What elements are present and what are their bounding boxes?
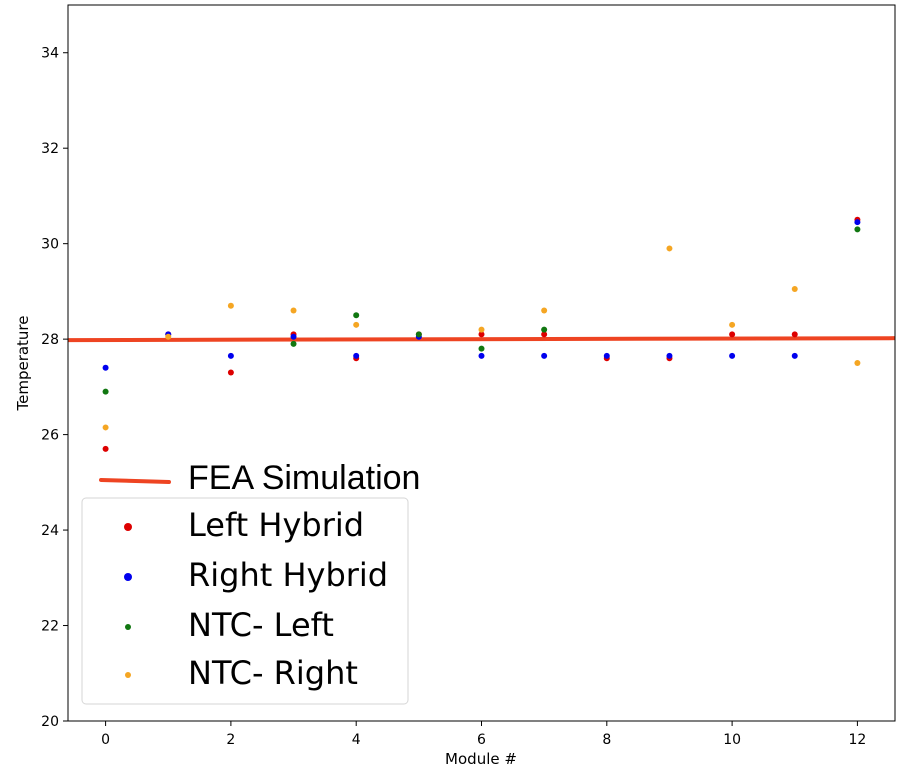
point-ntc-left	[415, 331, 422, 338]
legend-marker-right-hybrid	[124, 573, 132, 581]
x-axis-label: Module #	[445, 750, 517, 768]
point-right-hybrid	[102, 364, 109, 371]
y-tick-label: 32	[41, 141, 59, 157]
point-ntc-left	[353, 312, 360, 319]
point-ntc-left	[478, 345, 485, 352]
y-tick-label: 30	[41, 237, 59, 253]
x-tick-label: 4	[352, 732, 361, 748]
point-ntc-right	[854, 360, 861, 366]
legend-label-ntc-left: NTC- Left	[188, 606, 334, 644]
point-right-hybrid	[666, 352, 673, 359]
x-tick-label: 0	[101, 732, 110, 748]
y-tick-label: 26	[41, 428, 59, 444]
y-tick-label: 28	[41, 332, 59, 348]
point-ntc-right	[541, 307, 548, 314]
point-ntc-left	[854, 226, 861, 233]
x-tick-label: 8	[602, 732, 611, 748]
point-left-hybrid	[729, 331, 736, 338]
legend-marker-ntc-right	[125, 672, 131, 678]
legend-box	[81, 497, 409, 705]
point-right-hybrid	[791, 352, 798, 359]
plot-area	[67, 216, 896, 452]
point-ntc-right	[227, 302, 234, 309]
y-tick-label: 22	[41, 619, 59, 635]
point-ntc-right	[666, 245, 673, 252]
legend-marker-left-hybrid	[124, 523, 132, 531]
point-left-hybrid	[102, 445, 109, 452]
point-ntc-right	[791, 286, 798, 293]
legend-label-fea-simulation: FEA Simulation	[188, 459, 420, 497]
point-ntc-right	[165, 333, 172, 340]
fea-simulation-line	[67, 336, 896, 343]
point-ntc-right	[290, 307, 297, 314]
point-right-hybrid	[729, 352, 736, 359]
point-ntc-right	[353, 321, 360, 328]
y-axis-label: Temperature	[14, 315, 32, 411]
legend-line-fea-simulation	[99, 478, 171, 484]
point-ntc-left	[290, 340, 297, 347]
x-tick-label: 6	[477, 732, 486, 748]
point-ntc-left	[102, 388, 109, 395]
point-ntc-left	[541, 326, 548, 333]
y-axis: 20 22 24 26 28 30 32 34	[41, 46, 68, 730]
legend-label-ntc-right: NTC- Right	[188, 654, 358, 692]
x-tick-label: 2	[226, 732, 235, 748]
point-ntc-right	[478, 326, 485, 333]
point-right-hybrid	[854, 219, 861, 226]
point-right-hybrid	[227, 352, 234, 359]
point-left-hybrid	[478, 331, 485, 338]
point-ntc-right	[729, 321, 736, 328]
x-axis: 0 2 4 6 8 10 12	[101, 721, 866, 748]
point-right-hybrid	[603, 352, 610, 359]
y-tick-label: 34	[41, 46, 59, 62]
point-right-hybrid	[541, 352, 548, 359]
legend-label-right-hybrid: Right Hybrid	[188, 556, 388, 594]
y-tick-label: 20	[41, 714, 59, 730]
point-right-hybrid	[478, 352, 485, 359]
point-right-hybrid	[353, 352, 360, 359]
legend-label-left-hybrid: Left Hybrid	[188, 506, 364, 544]
point-right-hybrid	[290, 333, 297, 340]
y-tick-label: 24	[41, 523, 59, 539]
x-tick-label: 12	[848, 732, 866, 748]
point-ntc-right	[102, 424, 109, 431]
point-left-hybrid	[791, 331, 798, 338]
legend-marker-ntc-left	[125, 624, 131, 630]
point-left-hybrid	[227, 369, 234, 376]
x-tick-label: 10	[723, 732, 741, 748]
legend: FEA Simulation Left Hybrid Right Hybrid NTC…	[81, 459, 420, 705]
point-left-hybrid	[541, 331, 548, 338]
